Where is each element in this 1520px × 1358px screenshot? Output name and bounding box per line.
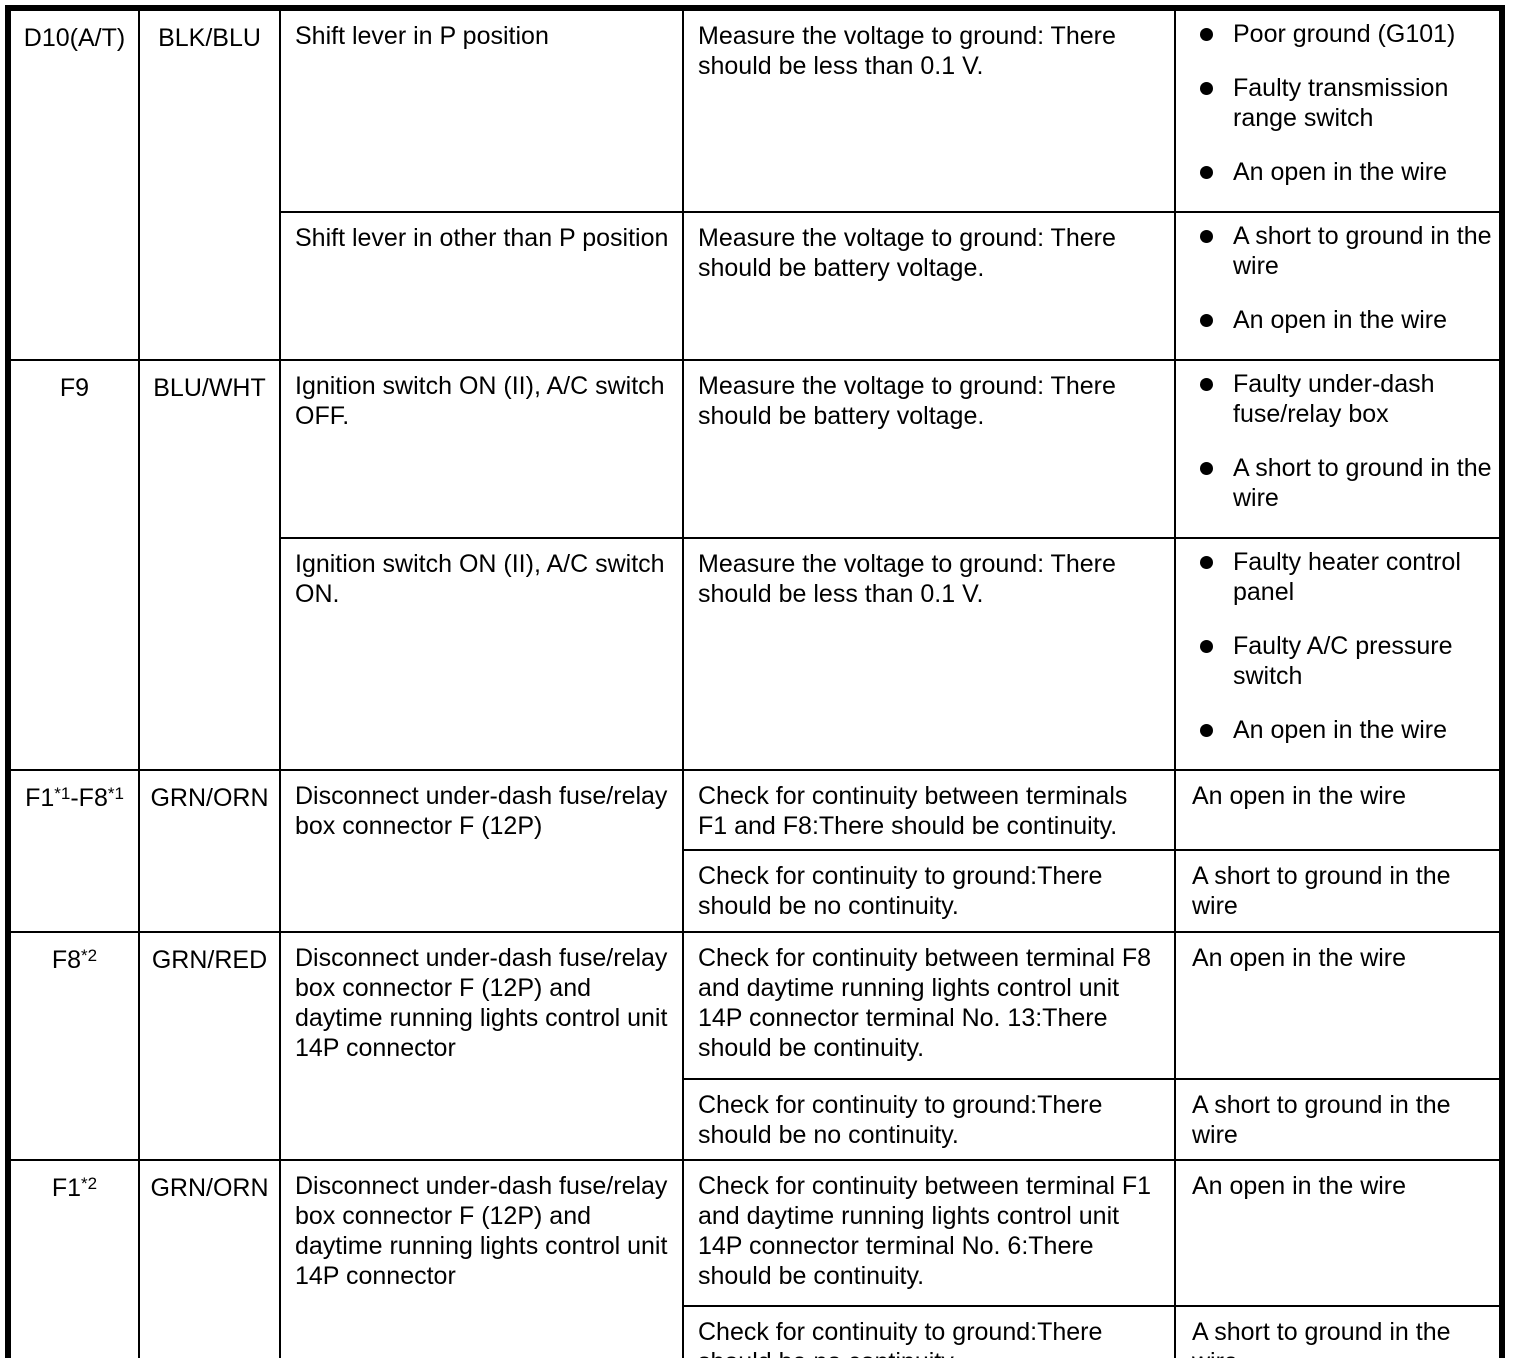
possible-cause-cell: A short to ground in the wire — [1174, 849, 1503, 933]
cause-text: An open in the wire — [1233, 306, 1448, 334]
terminal-cell: F1*2 — [7, 1159, 140, 1358]
terminal-cell: F9 — [7, 359, 140, 771]
terminal-cell: F1*1-F8*1 — [7, 769, 140, 933]
wire-color-cell: GRN/ORN — [138, 1159, 281, 1358]
footnote-marker: *2 — [81, 946, 98, 965]
list-item: Poor ground (G101) — [1177, 19, 1493, 49]
table-row: D10(A/T) BLK/BLU Shift lever in P positi… — [7, 7, 1503, 361]
terminal-cell: F8*2 — [7, 931, 140, 1161]
test-cell: Measure the voltage to ground: There sho… — [682, 211, 1176, 361]
test-cell: Measure the voltage to ground: There sho… — [682, 7, 1176, 213]
possible-cause-cell: A short to ground in the wire An open in… — [1174, 211, 1503, 361]
bullet-icon — [1200, 314, 1213, 327]
test-condition-cell: Disconnect under-dash fuse/relay box con… — [279, 931, 684, 1161]
cause-list: Poor ground (G101) Faulty transmission r… — [1177, 19, 1493, 187]
troubleshooting-table: D10(A/T) BLK/BLU Shift lever in P positi… — [5, 5, 1505, 1358]
table-row: F1*2 GRN/ORN Disconnect under-dash fuse/… — [7, 1159, 1503, 1358]
test-cell: Check for continuity to ground:There sho… — [682, 1078, 1176, 1161]
test-condition-cell: Ignition switch ON (II), A/C switch OFF. — [279, 359, 684, 539]
possible-cause-cell: An open in the wire — [1174, 1159, 1503, 1307]
bullet-icon — [1200, 378, 1213, 391]
test-condition-cell: Shift lever in P position — [279, 7, 684, 213]
list-item: Faulty transmission range switch — [1177, 73, 1493, 133]
possible-cause-cell: A short to ground in the wire — [1174, 1305, 1503, 1358]
table-row: F9 BLU/WHT Ignition switch ON (II), A/C … — [7, 359, 1503, 771]
cause-list: A short to ground in the wire An open in… — [1177, 221, 1493, 335]
cause-text: Poor ground (G101) — [1233, 20, 1456, 48]
terminal-label: F9 — [59, 374, 90, 402]
table-row: Check for continuity to ground:There sho… — [8, 849, 1503, 933]
bullet-icon — [1200, 166, 1213, 179]
list-item: Faulty under-dash fuse/relay box — [1177, 369, 1493, 429]
wire-color-label: GRN/ORN — [150, 784, 269, 812]
wire-color-cell: BLK/BLU — [138, 7, 281, 361]
table-row: Check for continuity to ground:There sho… — [8, 1078, 1503, 1161]
table-row: Check for continuity to ground:There sho… — [8, 1305, 1503, 1358]
wire-color-label: BLK/BLU — [158, 24, 261, 52]
cause-list: Faulty under-dash fuse/relay box A short… — [1177, 369, 1493, 513]
list-item: An open in the wire — [1177, 715, 1493, 745]
possible-cause-cell: Faulty under-dash fuse/relay box A short… — [1174, 359, 1503, 539]
test-cell: Measure the voltage to ground: There sho… — [682, 537, 1176, 771]
test-condition-cell: Disconnect under-dash fuse/relay box con… — [279, 769, 684, 933]
cause-text: An open in the wire — [1233, 716, 1448, 744]
terminal-label: F1*2 — [51, 1174, 98, 1202]
cause-text: Faulty heater control panel — [1233, 548, 1461, 606]
cause-text: A short to ground in the wire — [1233, 454, 1492, 512]
terminal-label: D10(A/T) — [23, 24, 126, 52]
bullet-icon — [1200, 28, 1213, 41]
test-cell: Measure the voltage to ground: There sho… — [682, 359, 1176, 539]
bullet-icon — [1200, 462, 1213, 475]
list-item: An open in the wire — [1177, 157, 1493, 187]
cause-text: Faulty A/C pressure switch — [1233, 632, 1453, 690]
list-item: A short to ground in the wire — [1177, 221, 1493, 281]
wire-color-cell: GRN/ORN — [138, 769, 281, 933]
terminal-label: F1*1-F8*1 — [25, 784, 124, 812]
table-row: Ignition switch ON (II), A/C switch ON. … — [8, 537, 1503, 771]
list-item: Faulty heater control panel — [1177, 547, 1493, 607]
cause-text: Faulty transmission range switch — [1233, 74, 1449, 132]
possible-cause-cell: A short to ground in the wire — [1174, 1078, 1503, 1161]
cause-list: Faulty heater control panel Faulty A/C p… — [1177, 547, 1493, 745]
wire-color-label: BLU/WHT — [153, 374, 266, 402]
list-item: An open in the wire — [1177, 305, 1493, 335]
table-row: F1*1-F8*1 GRN/ORN Disconnect under-dash … — [7, 769, 1503, 933]
test-cell: Check for continuity between terminal F8… — [682, 931, 1176, 1080]
wire-color-cell: BLU/WHT — [138, 359, 281, 771]
bullet-icon — [1200, 556, 1213, 569]
footnote-marker: *1 — [107, 784, 124, 803]
bullet-icon — [1200, 230, 1213, 243]
bullet-icon — [1200, 724, 1213, 737]
test-condition-cell: Ignition switch ON (II), A/C switch ON. — [279, 537, 684, 771]
wire-color-label: GRN/ORN — [150, 1174, 269, 1202]
possible-cause-cell: An open in the wire — [1174, 769, 1503, 851]
wire-color-label: GRN/RED — [151, 946, 268, 974]
test-condition-cell: Disconnect under-dash fuse/relay box con… — [279, 1159, 684, 1358]
cause-text: A short to ground in the wire — [1233, 222, 1492, 280]
test-cell: Check for continuity between terminal F1… — [682, 1159, 1176, 1307]
bullet-icon — [1200, 82, 1213, 95]
table-row: Shift lever in other than P position Mea… — [8, 211, 1503, 361]
list-item: A short to ground in the wire — [1177, 453, 1493, 513]
bullet-icon — [1200, 640, 1213, 653]
possible-cause-cell: An open in the wire — [1174, 931, 1503, 1080]
possible-cause-cell: Faulty heater control panel Faulty A/C p… — [1174, 537, 1503, 771]
table-row: F8*2 GRN/RED Disconnect under-dash fuse/… — [7, 931, 1503, 1161]
terminal-cell: D10(A/T) — [7, 7, 140, 361]
cause-text: An open in the wire — [1233, 158, 1448, 186]
test-condition-cell: Shift lever in other than P position — [279, 211, 684, 361]
test-cell: Check for continuity between terminals F… — [682, 769, 1176, 851]
footnote-marker: *1 — [54, 784, 71, 803]
possible-cause-cell: Poor ground (G101) Faulty transmission r… — [1174, 7, 1503, 213]
terminal-label: F8*2 — [51, 946, 98, 974]
cause-text: Faulty under-dash fuse/relay box — [1233, 370, 1435, 428]
test-cell: Check for continuity to ground:There sho… — [682, 1305, 1176, 1358]
wire-color-cell: GRN/RED — [138, 931, 281, 1161]
footnote-marker: *2 — [81, 1174, 98, 1193]
list-item: Faulty A/C pressure switch — [1177, 631, 1493, 691]
test-cell: Check for continuity to ground:There sho… — [682, 849, 1176, 933]
